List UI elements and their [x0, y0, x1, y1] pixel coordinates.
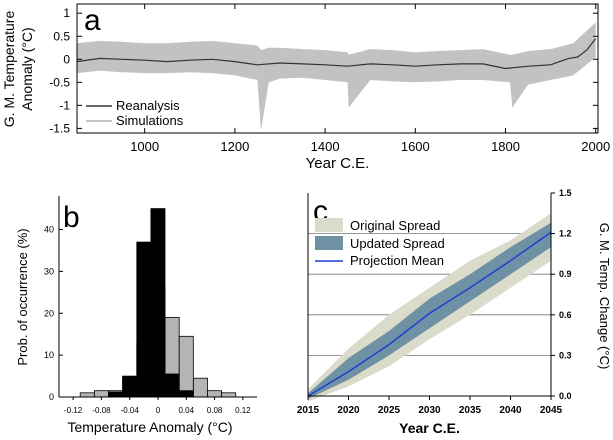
bar-gray: [207, 390, 223, 398]
projection-mean-line: [307, 231, 552, 397]
legend-swatch-original: [315, 218, 343, 232]
simulations-band: [77, 22, 596, 131]
x-tick-label: 0.04: [178, 406, 194, 415]
x-tick-label: 2045: [540, 405, 563, 416]
y-tick-label: 0.9: [559, 269, 572, 279]
x-tick-label: 2020: [337, 405, 360, 416]
legend-label-original: Original Spread: [350, 218, 440, 233]
y-tick-label: 40: [44, 225, 54, 235]
x-tick-label: -0.04: [121, 406, 140, 415]
bar-black: [164, 373, 180, 398]
legend-label-reanalysis: Reanalysis: [116, 98, 180, 113]
bar-gray: [192, 377, 208, 398]
panel-letter-b: b: [63, 201, 80, 234]
y-tick-label: 20: [44, 308, 54, 318]
bar-gray: [178, 335, 194, 398]
bar-gray: [94, 390, 109, 398]
y-axis-label: Prob. of occurrence (%): [15, 228, 30, 365]
y-tick-label: 0: [49, 392, 54, 402]
y-tick-label: 1.2: [559, 229, 572, 239]
bar-black: [122, 375, 138, 398]
legend-label-updated: Updated Spread: [350, 236, 445, 251]
updated-spread-band: [308, 222, 551, 399]
x-tick-label: 1200: [220, 139, 249, 154]
x-tick-label: -0.12: [64, 406, 83, 415]
y-tick-label: -1.5: [49, 121, 70, 135]
x-axis-label: Year C.E.: [399, 420, 460, 436]
x-tick-label: -0.08: [92, 406, 111, 415]
x-tick-label: 2035: [459, 405, 482, 416]
x-tick-label: 2015: [297, 405, 320, 416]
x-tick-label: 2025: [378, 405, 401, 416]
x-tick-label: 0.12: [235, 406, 251, 415]
y-tick-label: 0: [63, 52, 70, 66]
panel-letter-a: a: [84, 4, 101, 37]
legend-swatch-updated: [315, 236, 343, 250]
x-tick-label: 2040: [499, 405, 522, 416]
x-tick-label: 1600: [401, 139, 430, 154]
y-tick-label: -1: [59, 98, 70, 112]
legend-label-mean: Projection Mean: [350, 253, 444, 268]
panel-a-chart: 1000 1200 1400 1600 1800 2000 1 0.5 0 -0.5 -1 -1.5 a…: [1, 3, 610, 172]
panel-c-chart: 0.0 0.3 0.6 0.9 1.2 1.5 2015 2020 2025 2030 2035 20…: [297, 188, 612, 436]
bar-black: [108, 391, 124, 398]
x-tick-label: 1000: [130, 139, 159, 154]
y-tick-label: 30: [44, 266, 54, 276]
legend-label-simulations: Simulations: [116, 113, 184, 128]
x-tick-label: 0: [156, 406, 161, 415]
bar-black: [178, 390, 194, 398]
bar-black: [150, 208, 166, 398]
bar-black: [136, 241, 152, 398]
x-tick-label: 1400: [311, 139, 340, 154]
x-axis-label: Year C.E.: [306, 155, 370, 172]
panel-a-frame: [76, 3, 599, 134]
y-tick-label: 1: [63, 6, 70, 20]
y-axis-label: Anomaly (°C): [19, 27, 35, 110]
y-tick-label: 0.0: [559, 391, 572, 401]
x-tick-label: 1800: [491, 139, 520, 154]
y-tick-label: 0.6: [559, 310, 572, 320]
reanalysis-line: [76, 38, 597, 70]
y-tick-label: 0.5: [53, 29, 70, 43]
x-tick-label: 2000: [581, 139, 610, 154]
x-axis-label: Temperature Anomaly (°C): [67, 419, 232, 435]
y-tick-label: -0.5: [49, 75, 70, 89]
y-axis-label: G. M. Temp. Change (°C): [597, 223, 612, 370]
y-axis-label: G. M. Temperature: [1, 11, 17, 128]
x-tick-label: 0.08: [207, 406, 223, 415]
panel-b-chart: 0 10 20 30 40 -0.12 -0.08 -0.04 0 0.04 0.08 0.12 b Te…: [15, 196, 257, 435]
bar-gray: [79, 392, 95, 398]
x-tick-label: 2030: [418, 405, 441, 416]
y-tick-label: 0.3: [559, 350, 572, 360]
y-tick-label: 10: [44, 350, 54, 360]
bar-gray: [221, 392, 237, 398]
y-tick-label: 1.5: [559, 188, 572, 198]
